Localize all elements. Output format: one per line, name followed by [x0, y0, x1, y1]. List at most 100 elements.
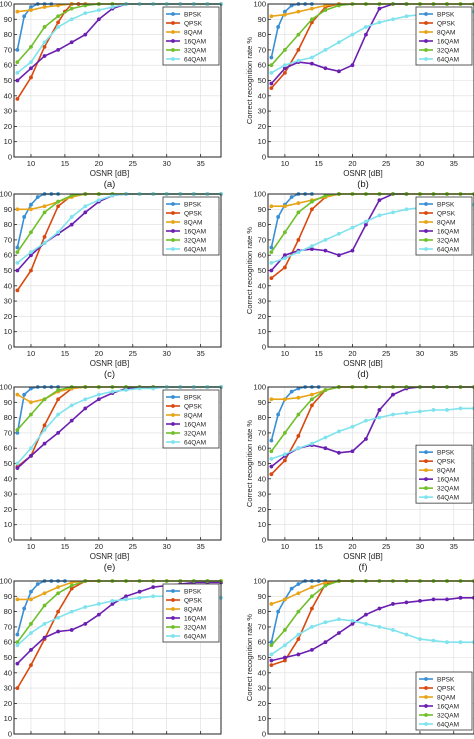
- data-point-64qam: [269, 260, 274, 265]
- chart-panel-8: 0 10 20 30 40 50 60 70 80 90 100 Correct recognitio…: [245, 577, 474, 739]
- data-point-16qam: [29, 66, 33, 71]
- data-point-qpsk: [29, 75, 33, 80]
- x-tick-label: 20: [95, 542, 103, 551]
- data-point-16qam: [310, 61, 314, 66]
- data-point-16qam: [96, 612, 101, 617]
- legend-box: [162, 196, 220, 256]
- data-point-8qam: [296, 9, 301, 14]
- y-tick-label: 20: [258, 312, 266, 321]
- data-point-16qam: [269, 658, 274, 663]
- legend-label-bpsk: BPSK: [184, 589, 202, 596]
- data-point-32qam: [269, 63, 274, 68]
- legend-label-16qam: 16QAM: [184, 39, 206, 46]
- data-point-bpsk: [15, 48, 20, 52]
- data-point-32qam: [83, 3, 88, 8]
- data-point-64qam: [42, 621, 47, 626]
- data-point-64qam: [350, 618, 355, 623]
- y-tick-label: 100: [253, 577, 266, 586]
- y-tick-label: 40: [258, 668, 266, 677]
- panel-label: (a): [104, 179, 116, 190]
- y-tick-label: 40: [258, 91, 266, 100]
- data-point-64qam: [458, 406, 463, 411]
- x-tick-label: 30: [163, 349, 171, 358]
- panel-label: (e): [104, 562, 116, 573]
- y-tick-label: 80: [258, 220, 266, 229]
- legend-marker-64qam: [424, 57, 428, 61]
- data-point-64qam: [337, 429, 341, 434]
- x-tick-label: 20: [348, 542, 356, 551]
- data-point-32qam: [56, 388, 61, 392]
- panel-label: (f): [359, 562, 368, 573]
- legend: BPSK QPSK 8QAM 16QAM 32QAM 64QAM: [415, 6, 473, 66]
- x-tick-label: 15: [61, 349, 69, 358]
- x-tick-label: 25: [382, 349, 390, 358]
- y-tick-label: 40: [4, 281, 12, 290]
- legend-marker-8qam: [171, 413, 175, 417]
- data-point-64qam: [269, 457, 274, 461]
- y-tick-label: 80: [4, 413, 12, 422]
- legend-marker-qpsk: [171, 404, 175, 408]
- data-point-32qam: [282, 431, 287, 435]
- data-point-64qam: [151, 594, 156, 599]
- y-tick-label: 60: [258, 61, 266, 70]
- data-point-16qam: [350, 621, 355, 626]
- y-tick-label: 90: [258, 205, 266, 214]
- data-point-16qam: [83, 32, 88, 37]
- chart-panel-7: 0 10 20 30 40 50 60 70 80 90 100 BPSK QPSK 8QAM 16QAM 3…: [0, 577, 223, 739]
- data-point-64qam: [96, 602, 101, 606]
- data-point-16qam: [445, 597, 449, 602]
- data-point-32qam: [282, 48, 287, 52]
- y-tick-label: 60: [258, 251, 266, 260]
- x-tick-label: 25: [382, 542, 390, 551]
- x-tick-label: 25: [129, 349, 137, 358]
- data-point-qpsk: [15, 288, 20, 293]
- legend-label-bpsk: BPSK: [437, 12, 455, 19]
- chart-panel-2: 10 15 20 25 30 35 0 10 20 30 40 50 60 70 80 90 100 OSNR […: [245, 0, 474, 190]
- data-point-bpsk: [29, 386, 33, 391]
- legend-marker-bpsk: [424, 202, 428, 206]
- data-point-bpsk: [15, 431, 20, 435]
- data-point-64qam: [364, 621, 368, 626]
- series-line-qpsk: [270, 3, 340, 89]
- x-tick-label: 20: [95, 159, 103, 168]
- data-point-32qam: [15, 427, 20, 432]
- data-point-8qam: [269, 14, 274, 19]
- data-point-8qam: [323, 580, 328, 585]
- data-point-64qam: [29, 250, 33, 255]
- legend-label-32qam: 32QAM: [184, 431, 206, 438]
- data-point-64qam: [42, 427, 47, 432]
- data-point-32qam: [29, 230, 33, 235]
- y-tick-label: 50: [258, 459, 266, 468]
- data-point-32qam: [310, 199, 314, 204]
- data-point-8qam: [29, 207, 33, 212]
- legend-marker-32qam: [171, 238, 175, 242]
- data-point-8qam: [29, 8, 33, 13]
- legend-label-8qam: 8QAM: [184, 413, 202, 420]
- y-tick-label: 40: [4, 668, 12, 677]
- data-point-bpsk: [15, 245, 20, 250]
- legend-marker-32qam: [424, 486, 428, 491]
- data-point-16qam: [391, 392, 395, 397]
- data-point-64qam: [337, 231, 341, 236]
- legend-label-16qam: 16QAM: [437, 229, 459, 236]
- data-point-32qam: [269, 643, 274, 648]
- y-tick-label: 30: [4, 107, 12, 116]
- y-tick-label: 100: [253, 0, 266, 9]
- legend: BPSK QPSK 8QAM 16QAM 32QAM 64QAM: [415, 196, 473, 256]
- x-tick-label: 20: [348, 159, 356, 168]
- data-point-8qam: [15, 207, 20, 212]
- legend-marker-8qam: [424, 30, 428, 34]
- data-point-qpsk: [269, 472, 274, 477]
- legend-label-16qam: 16QAM: [437, 477, 459, 484]
- y-tick-label: 90: [258, 592, 266, 601]
- legend-marker-64qam: [424, 495, 428, 500]
- data-point-64qam: [350, 225, 355, 230]
- data-point-8qam: [29, 597, 33, 602]
- legend-label-8qam: 8QAM: [437, 30, 455, 37]
- legend-label-32qam: 32QAM: [184, 48, 206, 55]
- data-point-64qam: [296, 250, 301, 255]
- data-point-32qam: [296, 210, 301, 215]
- data-point-64qam: [69, 215, 74, 219]
- legend-box: [162, 583, 220, 643]
